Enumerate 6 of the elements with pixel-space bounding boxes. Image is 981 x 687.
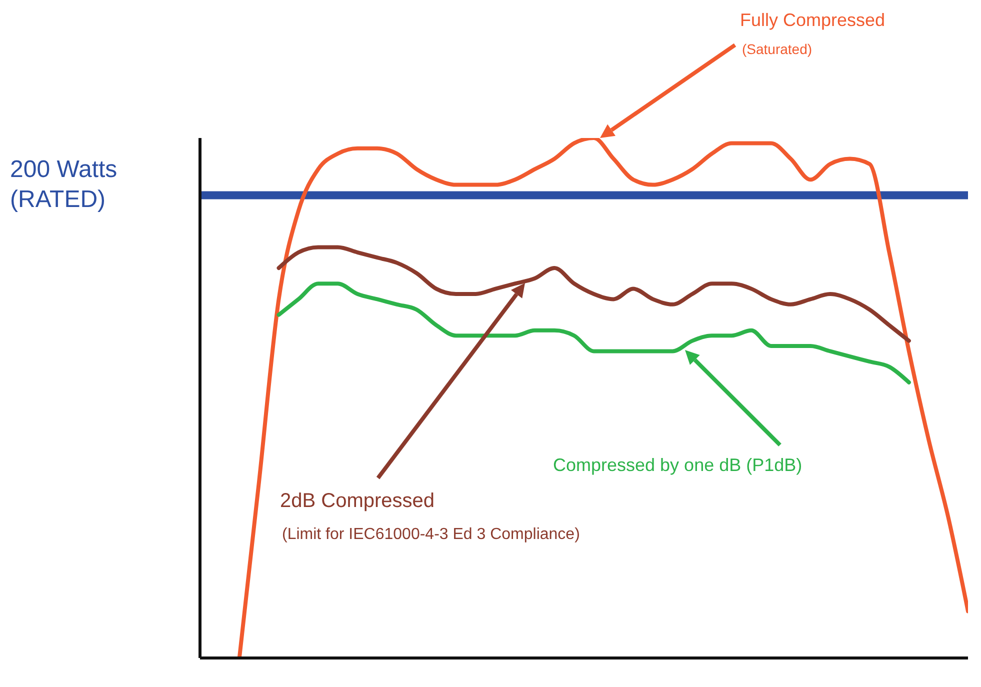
text: Fully Compressed (740, 10, 886, 31)
annotation: Compressed by one dB (P1dB) (553, 455, 802, 476)
annotation: 2dB Compressed (280, 490, 435, 513)
annotation: (Limit for IEC61000-4-3 Ed 3 Compliance) (282, 526, 580, 544)
text: (Saturated) (742, 41, 812, 57)
ref-line-label: 200 Watts (RATED) (10, 156, 118, 214)
